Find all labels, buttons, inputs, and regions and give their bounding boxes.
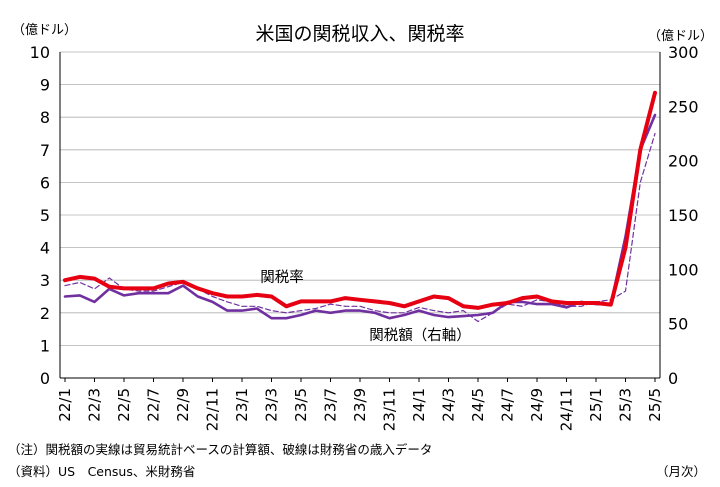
source-note: （資料）US Census、米財務省 bbox=[8, 464, 196, 479]
left-tick-label: 6 bbox=[40, 173, 50, 192]
left-tick-label: 5 bbox=[40, 206, 50, 225]
left-tick-label: 9 bbox=[40, 76, 50, 95]
x-tick-label: 23/7 bbox=[322, 388, 340, 422]
left-tick-label: 1 bbox=[40, 336, 50, 355]
left-tick-label: 10 bbox=[30, 43, 50, 62]
x-tick-label: 22/3 bbox=[86, 388, 104, 422]
x-tick-label: 22/11 bbox=[204, 388, 222, 431]
left-tick-label: 7 bbox=[40, 141, 50, 160]
series-line-1 bbox=[63, 113, 657, 320]
x-unit-label: （月次） bbox=[655, 464, 706, 479]
x-tick-label: 25/5 bbox=[646, 388, 664, 422]
x-tick-labels: 22/1 22/3 22/5 22/7 22/9 22/11 23/1 23/3 23/5 23/… bbox=[56, 378, 664, 431]
series-line-0 bbox=[63, 90, 657, 310]
x-tick-label: 24/5 bbox=[469, 388, 487, 422]
right-axis-label: （億ドル） bbox=[648, 28, 713, 44]
annotation-tariff-rate: 関税率 bbox=[260, 269, 304, 286]
annotation-tariff-amount: 関税額（右軸） bbox=[369, 327, 471, 344]
x-tick-label: 23/9 bbox=[351, 388, 369, 422]
right-tick-label: 0 bbox=[668, 369, 678, 388]
left-tick-labels: 0 1 2 3 4 5 6 7 8 9 10 bbox=[30, 43, 50, 388]
x-tick-label: 24/3 bbox=[440, 388, 458, 422]
left-tick-label: 3 bbox=[40, 271, 50, 290]
right-tick-label: 250 bbox=[668, 97, 699, 116]
left-tick-label: 0 bbox=[40, 369, 50, 388]
x-tick-label: 23/1 bbox=[233, 388, 251, 422]
right-tick-label: 200 bbox=[668, 152, 699, 171]
x-tick-label: 23/11 bbox=[381, 388, 399, 431]
left-axis-label: （億ドル） bbox=[12, 22, 77, 38]
x-tick-label: 24/1 bbox=[410, 388, 428, 422]
series-lines bbox=[63, 90, 657, 323]
footnote: （注）関税額の実線は貿易統計ベースの計算額、破線は財務省の歳入データ bbox=[8, 442, 433, 457]
right-tick-label: 100 bbox=[668, 260, 699, 279]
x-tick-label: 24/11 bbox=[558, 388, 576, 431]
x-tick-label: 24/7 bbox=[499, 388, 517, 422]
x-tick-label: 22/9 bbox=[174, 388, 192, 422]
left-tick-label: 4 bbox=[40, 239, 50, 258]
left-tick-label: 8 bbox=[40, 108, 50, 127]
x-tick-label: 22/5 bbox=[115, 388, 133, 422]
chart-title: 米国の関税収入、関税率 bbox=[255, 23, 464, 45]
x-tick-label: 25/1 bbox=[587, 388, 605, 422]
right-tick-label: 300 bbox=[668, 43, 699, 62]
right-tick-label: 50 bbox=[668, 315, 688, 334]
right-tick-labels: 0 50 100 150 200 250 300 bbox=[668, 43, 699, 388]
right-tick-label: 150 bbox=[668, 206, 699, 225]
x-tick-label: 22/1 bbox=[56, 388, 74, 422]
x-tick-label: 24/9 bbox=[528, 388, 546, 422]
x-tick-label: 22/7 bbox=[145, 388, 163, 422]
left-tick-label: 2 bbox=[40, 304, 50, 323]
x-tick-label: 25/3 bbox=[617, 388, 635, 422]
grid-lines bbox=[60, 51, 660, 346]
x-tick-label: 23/5 bbox=[292, 388, 310, 422]
x-tick-label: 23/3 bbox=[263, 388, 281, 422]
